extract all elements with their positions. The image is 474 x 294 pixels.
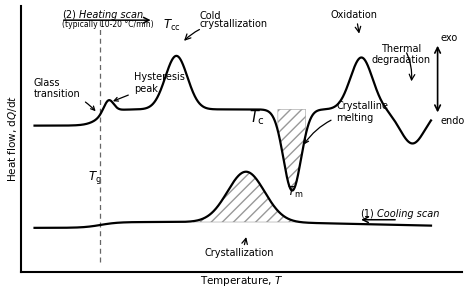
Text: $T_{\rm c}$: $T_{\rm c}$ (249, 108, 265, 127)
Text: Crystalline
melting: Crystalline melting (305, 101, 388, 143)
Text: (1): (1) (360, 209, 374, 219)
Text: exo: exo (441, 33, 458, 43)
Text: Glass
transition: Glass transition (34, 78, 95, 110)
Text: $T_{\rm g}$: $T_{\rm g}$ (89, 169, 102, 186)
Text: (typically 10-20 °C/min): (typically 10-20 °C/min) (62, 20, 154, 29)
Text: $T_{\rm m}$: $T_{\rm m}$ (287, 185, 303, 200)
X-axis label: Temperature, $T$: Temperature, $T$ (200, 274, 283, 288)
Text: Thermal
degradation: Thermal degradation (372, 44, 430, 66)
Text: Cold: Cold (200, 11, 221, 21)
Text: endo: endo (441, 116, 465, 126)
Text: Hysteresis
peak: Hysteresis peak (114, 72, 184, 101)
Text: Heating scan: Heating scan (80, 10, 144, 20)
Text: Oxidation: Oxidation (330, 10, 377, 20)
Text: Crystallization: Crystallization (205, 248, 274, 258)
Text: (2): (2) (62, 10, 76, 20)
Text: $T_{\rm cc}$: $T_{\rm cc}$ (163, 18, 181, 33)
Y-axis label: Heat flow, d$Q$/d$t$: Heat flow, d$Q$/d$t$ (6, 95, 18, 182)
Text: Cooling scan: Cooling scan (377, 209, 439, 219)
Text: crystallization: crystallization (200, 19, 268, 29)
